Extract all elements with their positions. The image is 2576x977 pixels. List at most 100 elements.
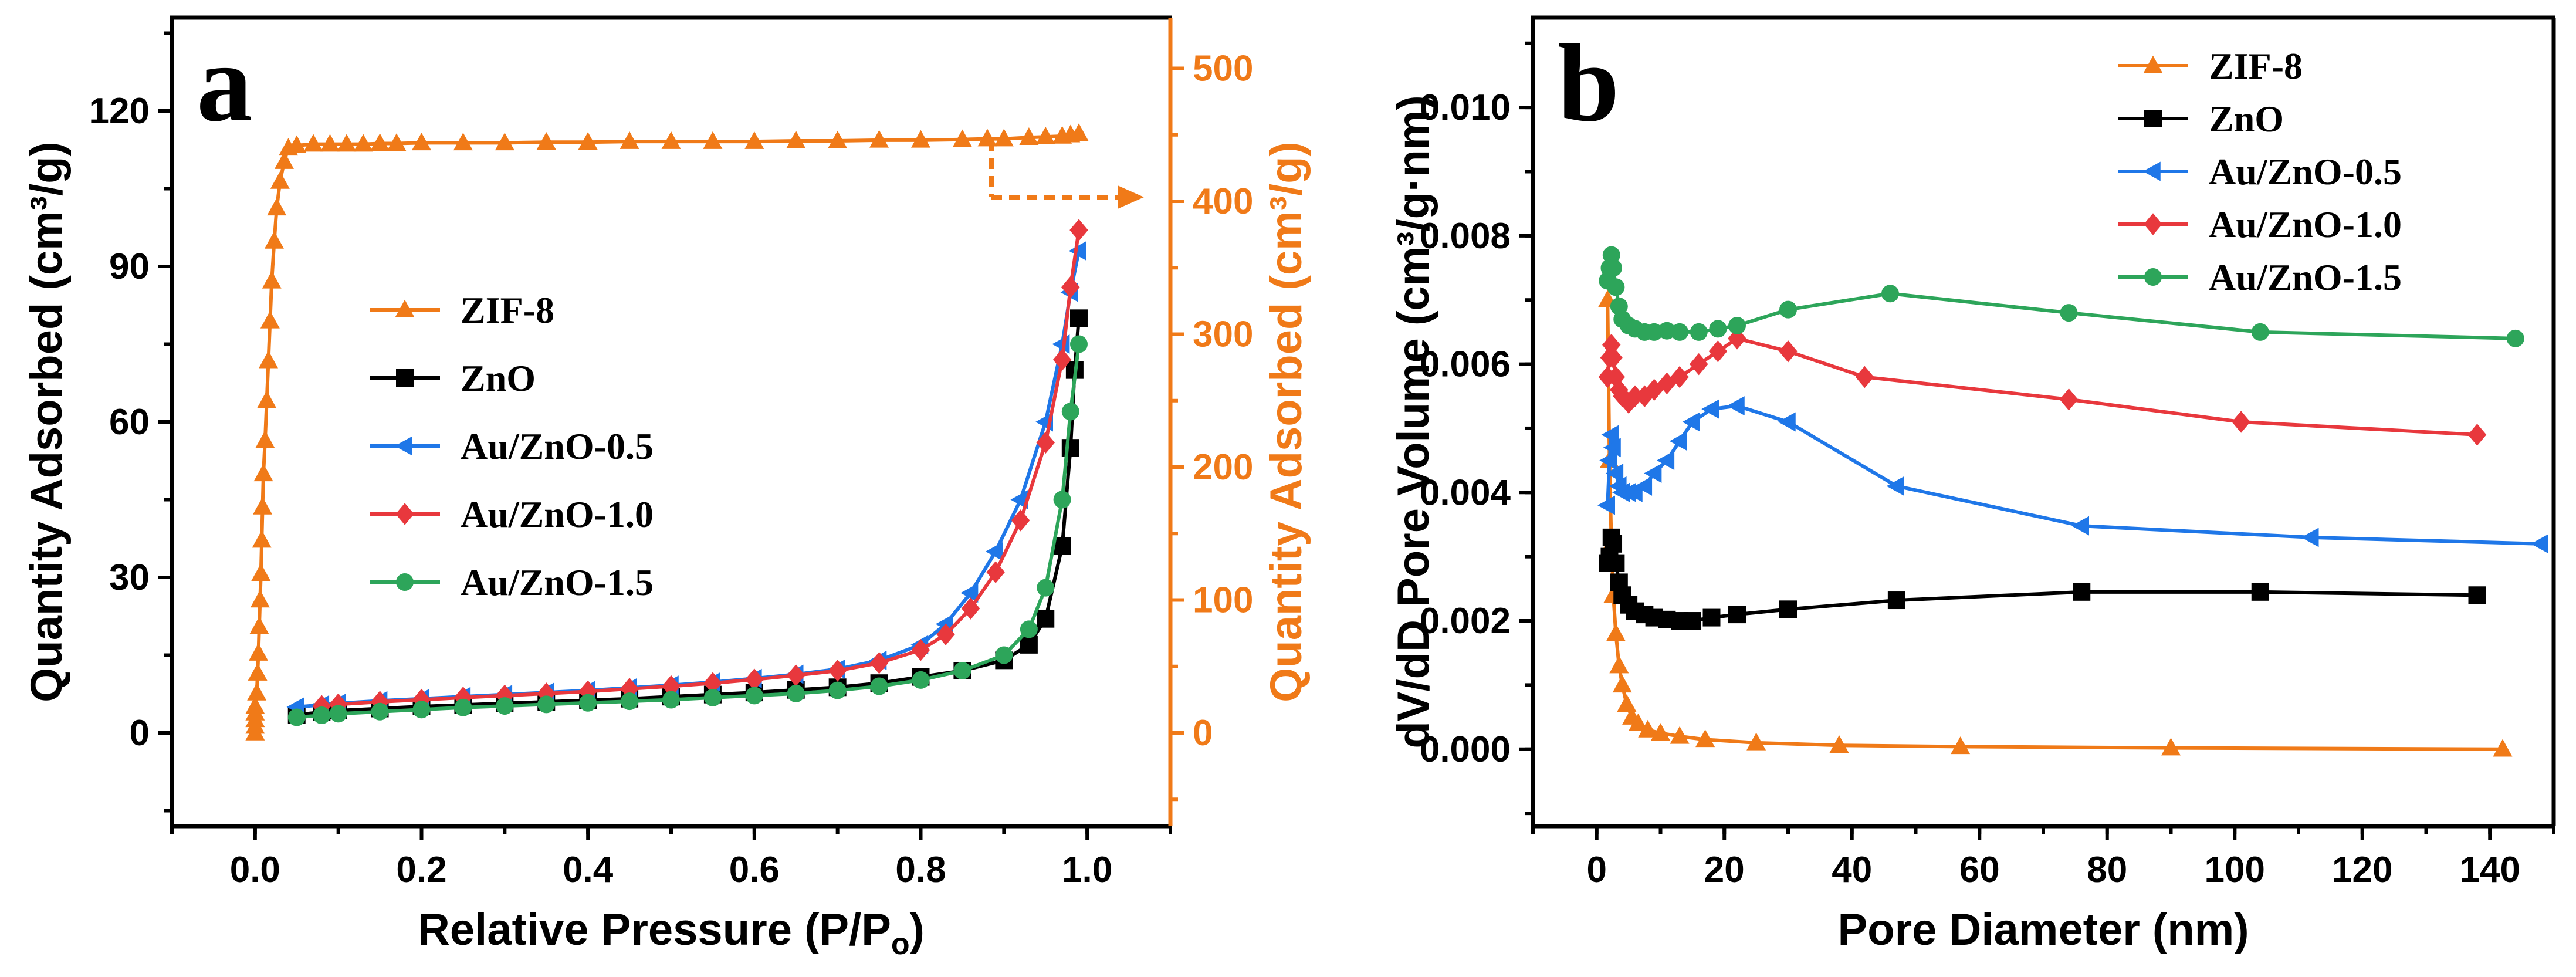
data-point-zno xyxy=(1037,610,1055,628)
data-point-au-zno-1-5 xyxy=(995,646,1013,664)
panel-b-xtick-label: 80 xyxy=(2087,850,2127,890)
legend-label: Au/ZnO-0.5 xyxy=(2209,151,2402,192)
data-point-zno xyxy=(1702,608,1721,627)
panel-a-dashed-arrow xyxy=(989,141,1144,209)
data-point-au-zno-1-0 xyxy=(1011,509,1030,532)
legend-item-zif-8: ZIF-8 xyxy=(2118,45,2303,87)
data-point-zno xyxy=(1683,612,1701,630)
data-point-au-zno-1-0 xyxy=(1061,276,1080,299)
data-point-zif-8 xyxy=(2161,738,2181,756)
data-point-zif-8 xyxy=(786,130,806,148)
panel-a-y2label: Quantity Adsorbed (cm³/g) xyxy=(1261,141,1311,702)
panel-a-ytick-label: 60 xyxy=(109,402,150,442)
data-point-zno xyxy=(2468,586,2486,604)
data-point-au-zno-1-5 xyxy=(412,701,431,719)
data-point-zif-8 xyxy=(387,133,407,151)
panel-b-ytick-label: 0.010 xyxy=(1420,87,1511,128)
data-point-zif-8 xyxy=(1606,623,1626,641)
legend-marker xyxy=(2144,110,2162,127)
data-point-zif-8 xyxy=(249,643,269,661)
data-point-au-zno-0-5 xyxy=(1597,495,1615,515)
data-point-au-zno-0-5 xyxy=(1599,451,1617,471)
data-point-zif-8 xyxy=(353,134,373,152)
data-point-au-zno-1-5 xyxy=(1881,285,1899,303)
panel-a-letter: a xyxy=(197,22,252,145)
series-zif-8 xyxy=(245,123,1089,741)
data-point-zif-8 xyxy=(578,131,598,150)
data-point-au-zno-1-5 xyxy=(1671,323,1689,341)
data-point-au-zno-1-0 xyxy=(703,672,722,694)
data-point-au-zno-1-5 xyxy=(1605,259,1623,277)
data-point-zif-8 xyxy=(260,310,280,329)
legend-label: Au/ZnO-1.0 xyxy=(461,493,654,535)
data-point-au-zno-1-0 xyxy=(1036,431,1055,454)
data-point-au-zno-1-5 xyxy=(703,688,722,706)
data-point-zif-8 xyxy=(1951,736,1971,755)
data-point-zif-8 xyxy=(620,131,639,149)
legend-item-au-zno-1-0: Au/ZnO-1.0 xyxy=(2118,204,2402,245)
data-point-au-zno-1-0 xyxy=(662,675,681,698)
data-point-zif-8 xyxy=(1609,655,1629,674)
data-point-au-zno-0-5 xyxy=(1727,396,1745,416)
data-point-zif-8 xyxy=(1746,732,1766,751)
series-line-au-zno-0-5 xyxy=(296,250,1081,709)
panel-b-letter: b xyxy=(1558,22,1620,145)
data-point-zif-8 xyxy=(744,131,764,149)
legend-marker xyxy=(396,369,414,387)
data-point-au-zno-1-5 xyxy=(579,694,597,712)
legend-item-zif-8: ZIF-8 xyxy=(370,289,554,331)
panel-a-xtick-label: 1.0 xyxy=(1062,850,1112,890)
panel-a-xlabel: Relative Pressure (P/Po) xyxy=(418,905,925,961)
data-point-au-zno-1-0 xyxy=(1855,366,1874,388)
legend-item-zno: ZnO xyxy=(2118,98,2284,140)
data-point-zif-8 xyxy=(1829,735,1849,753)
data-point-zif-8 xyxy=(412,133,431,151)
panel-a-y2tick-label: 100 xyxy=(1193,580,1253,621)
legend-item-au-zno-1-5: Au/ZnO-1.5 xyxy=(2118,256,2402,298)
data-point-au-zno-1-5 xyxy=(662,691,680,709)
legend-label: Au/ZnO-1.0 xyxy=(2209,204,2402,245)
panel-b-xtick-label: 0 xyxy=(1587,850,1607,890)
legend-label: ZnO xyxy=(2209,98,2284,140)
data-point-zif-8 xyxy=(245,696,265,714)
data-point-zif-8 xyxy=(495,133,514,151)
data-point-au-zno-1-5 xyxy=(313,706,331,724)
data-point-zif-8 xyxy=(911,130,930,148)
data-point-zif-8 xyxy=(270,171,290,189)
data-point-au-zno-1-5 xyxy=(2060,304,2078,322)
data-point-au-zno-0-5 xyxy=(985,542,1003,562)
data-point-au-zno-1-5 xyxy=(953,662,971,679)
data-point-au-zno-1-0 xyxy=(1069,219,1088,241)
data-point-zif-8 xyxy=(274,151,294,169)
data-point-zif-8 xyxy=(536,131,556,150)
data-point-au-zno-1-0 xyxy=(1690,353,1708,376)
data-point-au-zno-1-5 xyxy=(1037,579,1055,597)
data-point-zif-8 xyxy=(253,496,273,515)
panel-a-ylabel: Quantity Adsorbed (cm³/g) xyxy=(22,141,72,702)
data-point-au-zno-1-0 xyxy=(1626,385,1644,408)
data-point-zno xyxy=(1887,591,1905,610)
data-point-au-zno-0-5 xyxy=(1606,463,1624,483)
legend-marker xyxy=(2142,161,2161,181)
data-point-zif-8 xyxy=(247,682,267,701)
legend-item-au-zno-1-0: Au/ZnO-1.0 xyxy=(370,493,654,535)
panel-b-xtick-label: 100 xyxy=(2205,850,2265,890)
data-point-au-zno-1-5 xyxy=(912,671,930,689)
data-point-zif-8 xyxy=(262,271,282,289)
data-point-zif-8 xyxy=(303,134,323,152)
data-point-zif-8 xyxy=(320,134,340,152)
data-point-zif-8 xyxy=(453,133,473,151)
data-point-zif-8 xyxy=(661,131,681,149)
panel-b-ytick-label: 0.000 xyxy=(1420,729,1511,770)
legend-marker xyxy=(395,299,415,317)
data-point-zif-8 xyxy=(337,134,357,152)
panel-b-ticks: 0 20 40 60 80 100 120 140 0.000 0.002 0.004 0.006 0.… xyxy=(1420,41,2555,890)
data-point-au-zno-1-0 xyxy=(911,638,930,661)
legend-marker xyxy=(2144,268,2162,286)
data-point-au-zno-1-5 xyxy=(828,681,847,699)
panel-a-y2tick-label: 300 xyxy=(1193,315,1253,355)
series-line-au-zno-1-5 xyxy=(296,344,1081,719)
data-point-au-zno-1-5 xyxy=(371,702,389,721)
data-point-zif-8 xyxy=(952,129,972,147)
